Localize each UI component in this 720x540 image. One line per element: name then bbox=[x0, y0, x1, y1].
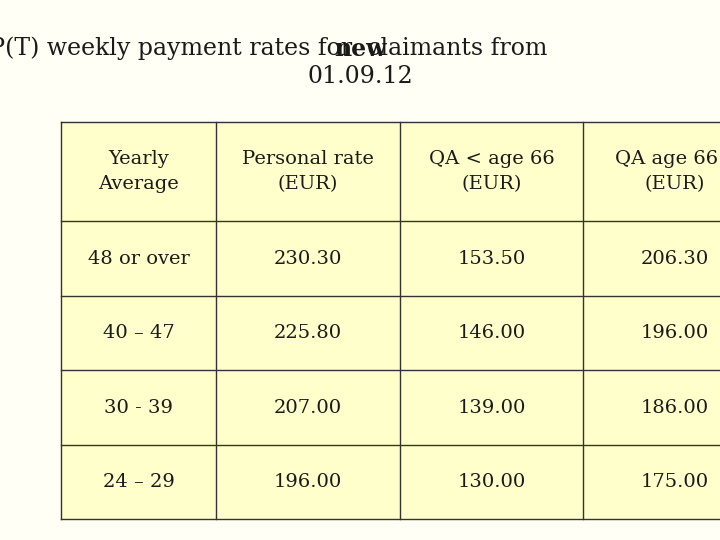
Text: 40 – 47: 40 – 47 bbox=[103, 324, 174, 342]
Text: 24 – 29: 24 – 29 bbox=[103, 473, 174, 491]
Text: new: new bbox=[334, 37, 386, 60]
Text: 225.80: 225.80 bbox=[274, 324, 342, 342]
Text: 186.00: 186.00 bbox=[641, 399, 709, 417]
Text: 206.30: 206.30 bbox=[641, 249, 709, 268]
Text: Personal rate
(EUR): Personal rate (EUR) bbox=[242, 150, 374, 193]
Text: 30 - 39: 30 - 39 bbox=[104, 399, 173, 417]
Text: 48 or over: 48 or over bbox=[88, 249, 189, 268]
Text: 153.50: 153.50 bbox=[457, 249, 526, 268]
Text: 207.00: 207.00 bbox=[274, 399, 342, 417]
Bar bbox=[61, 122, 720, 519]
Text: 175.00: 175.00 bbox=[641, 473, 709, 491]
Text: 146.00: 146.00 bbox=[457, 324, 526, 342]
Text: 130.00: 130.00 bbox=[457, 473, 526, 491]
Text: 230.30: 230.30 bbox=[274, 249, 342, 268]
Text: 139.00: 139.00 bbox=[457, 399, 526, 417]
Text: claimants from: claimants from bbox=[360, 37, 547, 60]
Text: 01.09.12: 01.09.12 bbox=[307, 65, 413, 88]
Text: Yearly
Average: Yearly Average bbox=[98, 150, 179, 193]
Text: SP(T) weekly payment rates for: SP(T) weekly payment rates for bbox=[0, 37, 360, 60]
Text: QA age 66+
(EUR): QA age 66+ (EUR) bbox=[615, 150, 720, 193]
Text: 196.00: 196.00 bbox=[274, 473, 342, 491]
Text: QA < age 66
(EUR): QA < age 66 (EUR) bbox=[428, 150, 554, 193]
Text: 196.00: 196.00 bbox=[641, 324, 709, 342]
